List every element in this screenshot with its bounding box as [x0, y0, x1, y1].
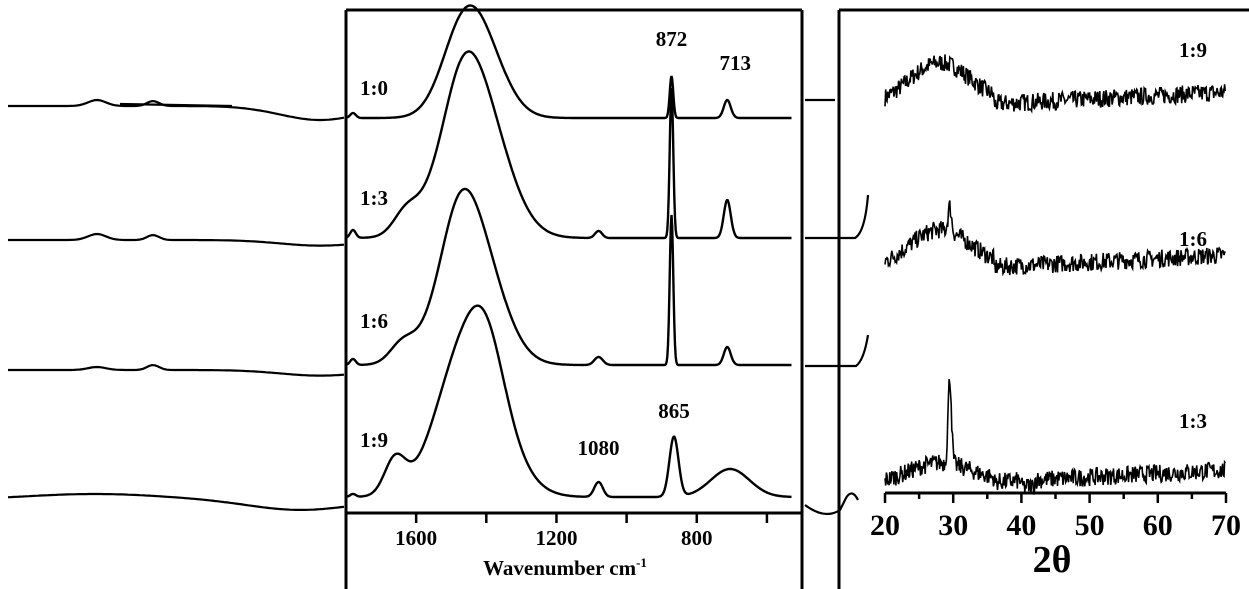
xrd-series-label: 1:3	[1179, 409, 1207, 433]
left-fragment-trace	[7, 492, 345, 511]
mid-fragment-trace	[805, 334, 870, 368]
ftir-ticks	[344, 513, 769, 523]
left-fragment-trace	[8, 363, 345, 377]
xrd-traces	[884, 54, 1227, 495]
xrd-tick-labels: 20 30 40 50 60 70	[870, 509, 1241, 542]
xrd-tick-label: 40	[1006, 509, 1036, 542]
ftir-series-label: 1:0	[360, 76, 388, 100]
ftir-x-axis-label: Wavenumber cm-1	[483, 555, 647, 580]
xrd-trace-1-9	[884, 54, 1227, 114]
left-fragment-trace	[8, 98, 345, 122]
ftir-series-labels: 1:0 1:3 1:6 1:9	[360, 76, 388, 452]
ftir-series-label: 1:3	[360, 186, 388, 210]
ftir-trace-1-3	[345, 50, 792, 240]
ftir-series-label: 1:9	[360, 428, 388, 452]
xrd-tick-label: 70	[1211, 509, 1241, 542]
ftir-peak-label: 865	[658, 399, 690, 423]
left-fragment-trace	[119, 102, 233, 108]
xrd-tick-label: 30	[938, 509, 968, 542]
xrd-ticks	[883, 493, 1228, 503]
ftir-tick-labels: 1600 1200 800	[395, 526, 712, 550]
xrd-series-label: 1:9	[1179, 38, 1207, 62]
left-fragment-traces	[7, 98, 345, 511]
xrd-tick-label: 60	[1143, 509, 1173, 542]
xrd-tick-label: 50	[1075, 509, 1105, 542]
ftir-peak-label: 713	[720, 51, 752, 75]
ftir-tick-label: 800	[681, 526, 713, 550]
mid-fragment-trace	[804, 492, 859, 516]
ftir-tick-label: 1600	[395, 526, 437, 550]
ftir-peak-label: 872	[656, 27, 688, 51]
ftir-panel: 1600 1200 800 Wavenumber cm-1 1:0 1:3 1:6 1:9…	[344, 4, 804, 589]
mid-fragment-trace	[805, 194, 870, 240]
xrd-tick-label: 20	[870, 509, 900, 542]
ftir-trace-1-6	[345, 187, 792, 367]
ftir-traces	[345, 4, 792, 499]
xrd-trace-1-6	[884, 200, 1226, 277]
mid-fragment-traces	[804, 98, 870, 516]
ftir-trace-1-0	[345, 4, 792, 120]
xrd-series-label: 1:6	[1179, 227, 1207, 251]
xrd-trace-1-3	[884, 378, 1226, 495]
ftir-peak-labels: 872 713 1080 865	[578, 27, 751, 460]
ftir-series-label: 1:6	[360, 309, 388, 333]
xrd-panel: 20 30 40 50 60 70 2θ 1:9 1:6 1:3	[837, 8, 1249, 589]
ftir-peak-label: 1080	[578, 436, 620, 460]
ftir-trace-1-9	[345, 304, 792, 499]
xrd-x-axis-label: 2θ	[1033, 539, 1072, 581]
ftir-tick-label: 1200	[535, 526, 577, 550]
xrd-series-labels: 1:9 1:6 1:3	[1179, 38, 1207, 433]
left-fragment-trace	[8, 232, 345, 247]
